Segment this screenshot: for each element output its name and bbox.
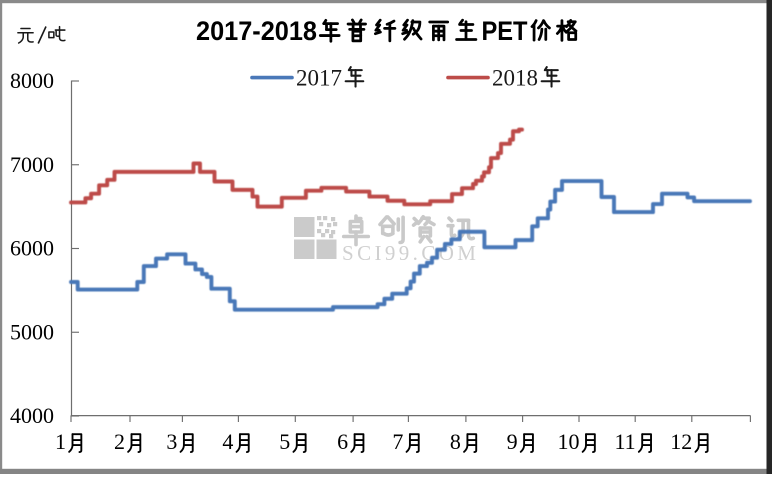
svg-text:11: 11 <box>615 429 636 454</box>
svg-text:1: 1 <box>55 429 66 454</box>
svg-text:8: 8 <box>450 429 461 454</box>
svg-text:12: 12 <box>670 429 692 454</box>
svg-text:8000: 8000 <box>10 68 54 93</box>
svg-text:5000: 5000 <box>10 319 54 344</box>
svg-text:6000: 6000 <box>10 236 54 261</box>
svg-text:2017: 2017 <box>296 66 342 91</box>
svg-text:9: 9 <box>507 429 518 454</box>
svg-text:4000: 4000 <box>10 403 54 428</box>
svg-text:6: 6 <box>337 429 348 454</box>
svg-text:SCI99.COM: SCI99.COM <box>342 241 479 265</box>
svg-text:2017-2018: 2017-2018 <box>196 16 317 46</box>
svg-text:2018: 2018 <box>492 66 538 91</box>
svg-text:5: 5 <box>279 429 290 454</box>
svg-text:PET: PET <box>482 16 528 46</box>
svg-text:4: 4 <box>222 429 233 454</box>
svg-text:3: 3 <box>166 429 177 454</box>
svg-text:2: 2 <box>114 429 125 454</box>
svg-text:7000: 7000 <box>10 152 54 177</box>
svg-text:7: 7 <box>392 429 403 454</box>
svg-text:10: 10 <box>558 429 580 454</box>
